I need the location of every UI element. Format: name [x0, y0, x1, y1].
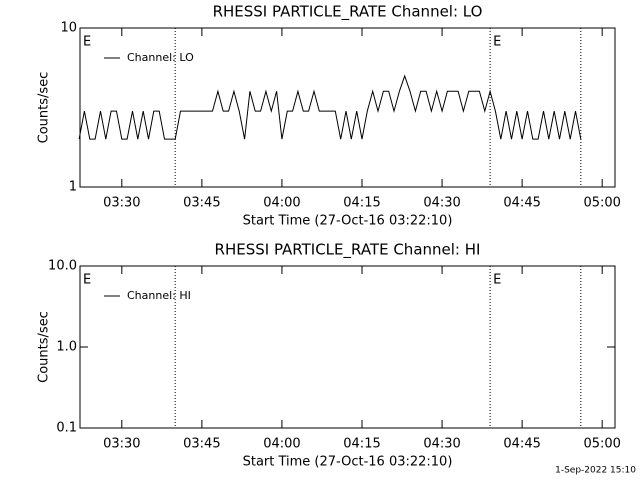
- legend-label: Channel: HI: [127, 289, 191, 302]
- x-tick-label: 04:30: [423, 196, 460, 211]
- y-axis-label: Counts/sec: [37, 311, 52, 383]
- x-axis-label: Start Time (27-Oct-16 03:22:10): [243, 455, 453, 470]
- annotation: E: [83, 273, 91, 288]
- y-tick-label: 10: [60, 21, 77, 36]
- x-tick-label: 04:00: [263, 437, 300, 452]
- x-tick-label: 03:30: [103, 437, 140, 452]
- x-tick-label: 03:45: [183, 437, 220, 452]
- annotation: E: [493, 35, 501, 50]
- x-tick-label: 04:45: [503, 196, 540, 211]
- x-tick-label: 04:00: [263, 196, 300, 211]
- x-tick-label: 04:30: [423, 437, 460, 452]
- data-line: [78, 74, 582, 140]
- x-tick-label: 03:30: [103, 196, 140, 211]
- y-tick-label: 1.0: [56, 340, 77, 355]
- y-tick-label: 1: [69, 180, 77, 195]
- annotation: E: [83, 35, 91, 50]
- footer: 1-Sep-2022 15:10: [555, 466, 636, 476]
- legend-label: Channel: LO: [127, 51, 194, 64]
- annotation: E: [493, 273, 501, 288]
- chart-title: RHESSI PARTICLE_RATE Channel: LO: [213, 3, 483, 22]
- x-tick-label: 05:00: [583, 437, 620, 452]
- x-tick-label: 03:45: [183, 196, 220, 211]
- plot-frame: [79, 27, 616, 188]
- x-axis-label: Start Time (27-Oct-16 03:22:10): [243, 214, 453, 229]
- chart-title: RHESSI PARTICLE_RATE Channel: HI: [215, 241, 481, 260]
- y-axis-label: Counts/sec: [37, 72, 52, 144]
- x-tick-label: 04:45: [503, 437, 540, 452]
- x-tick-label: 04:15: [343, 437, 380, 452]
- x-tick-label: 05:00: [583, 196, 620, 211]
- y-tick-label: 0.1: [56, 421, 77, 436]
- y-tick-label: 10.0: [48, 259, 77, 274]
- x-tick-label: 04:15: [343, 196, 380, 211]
